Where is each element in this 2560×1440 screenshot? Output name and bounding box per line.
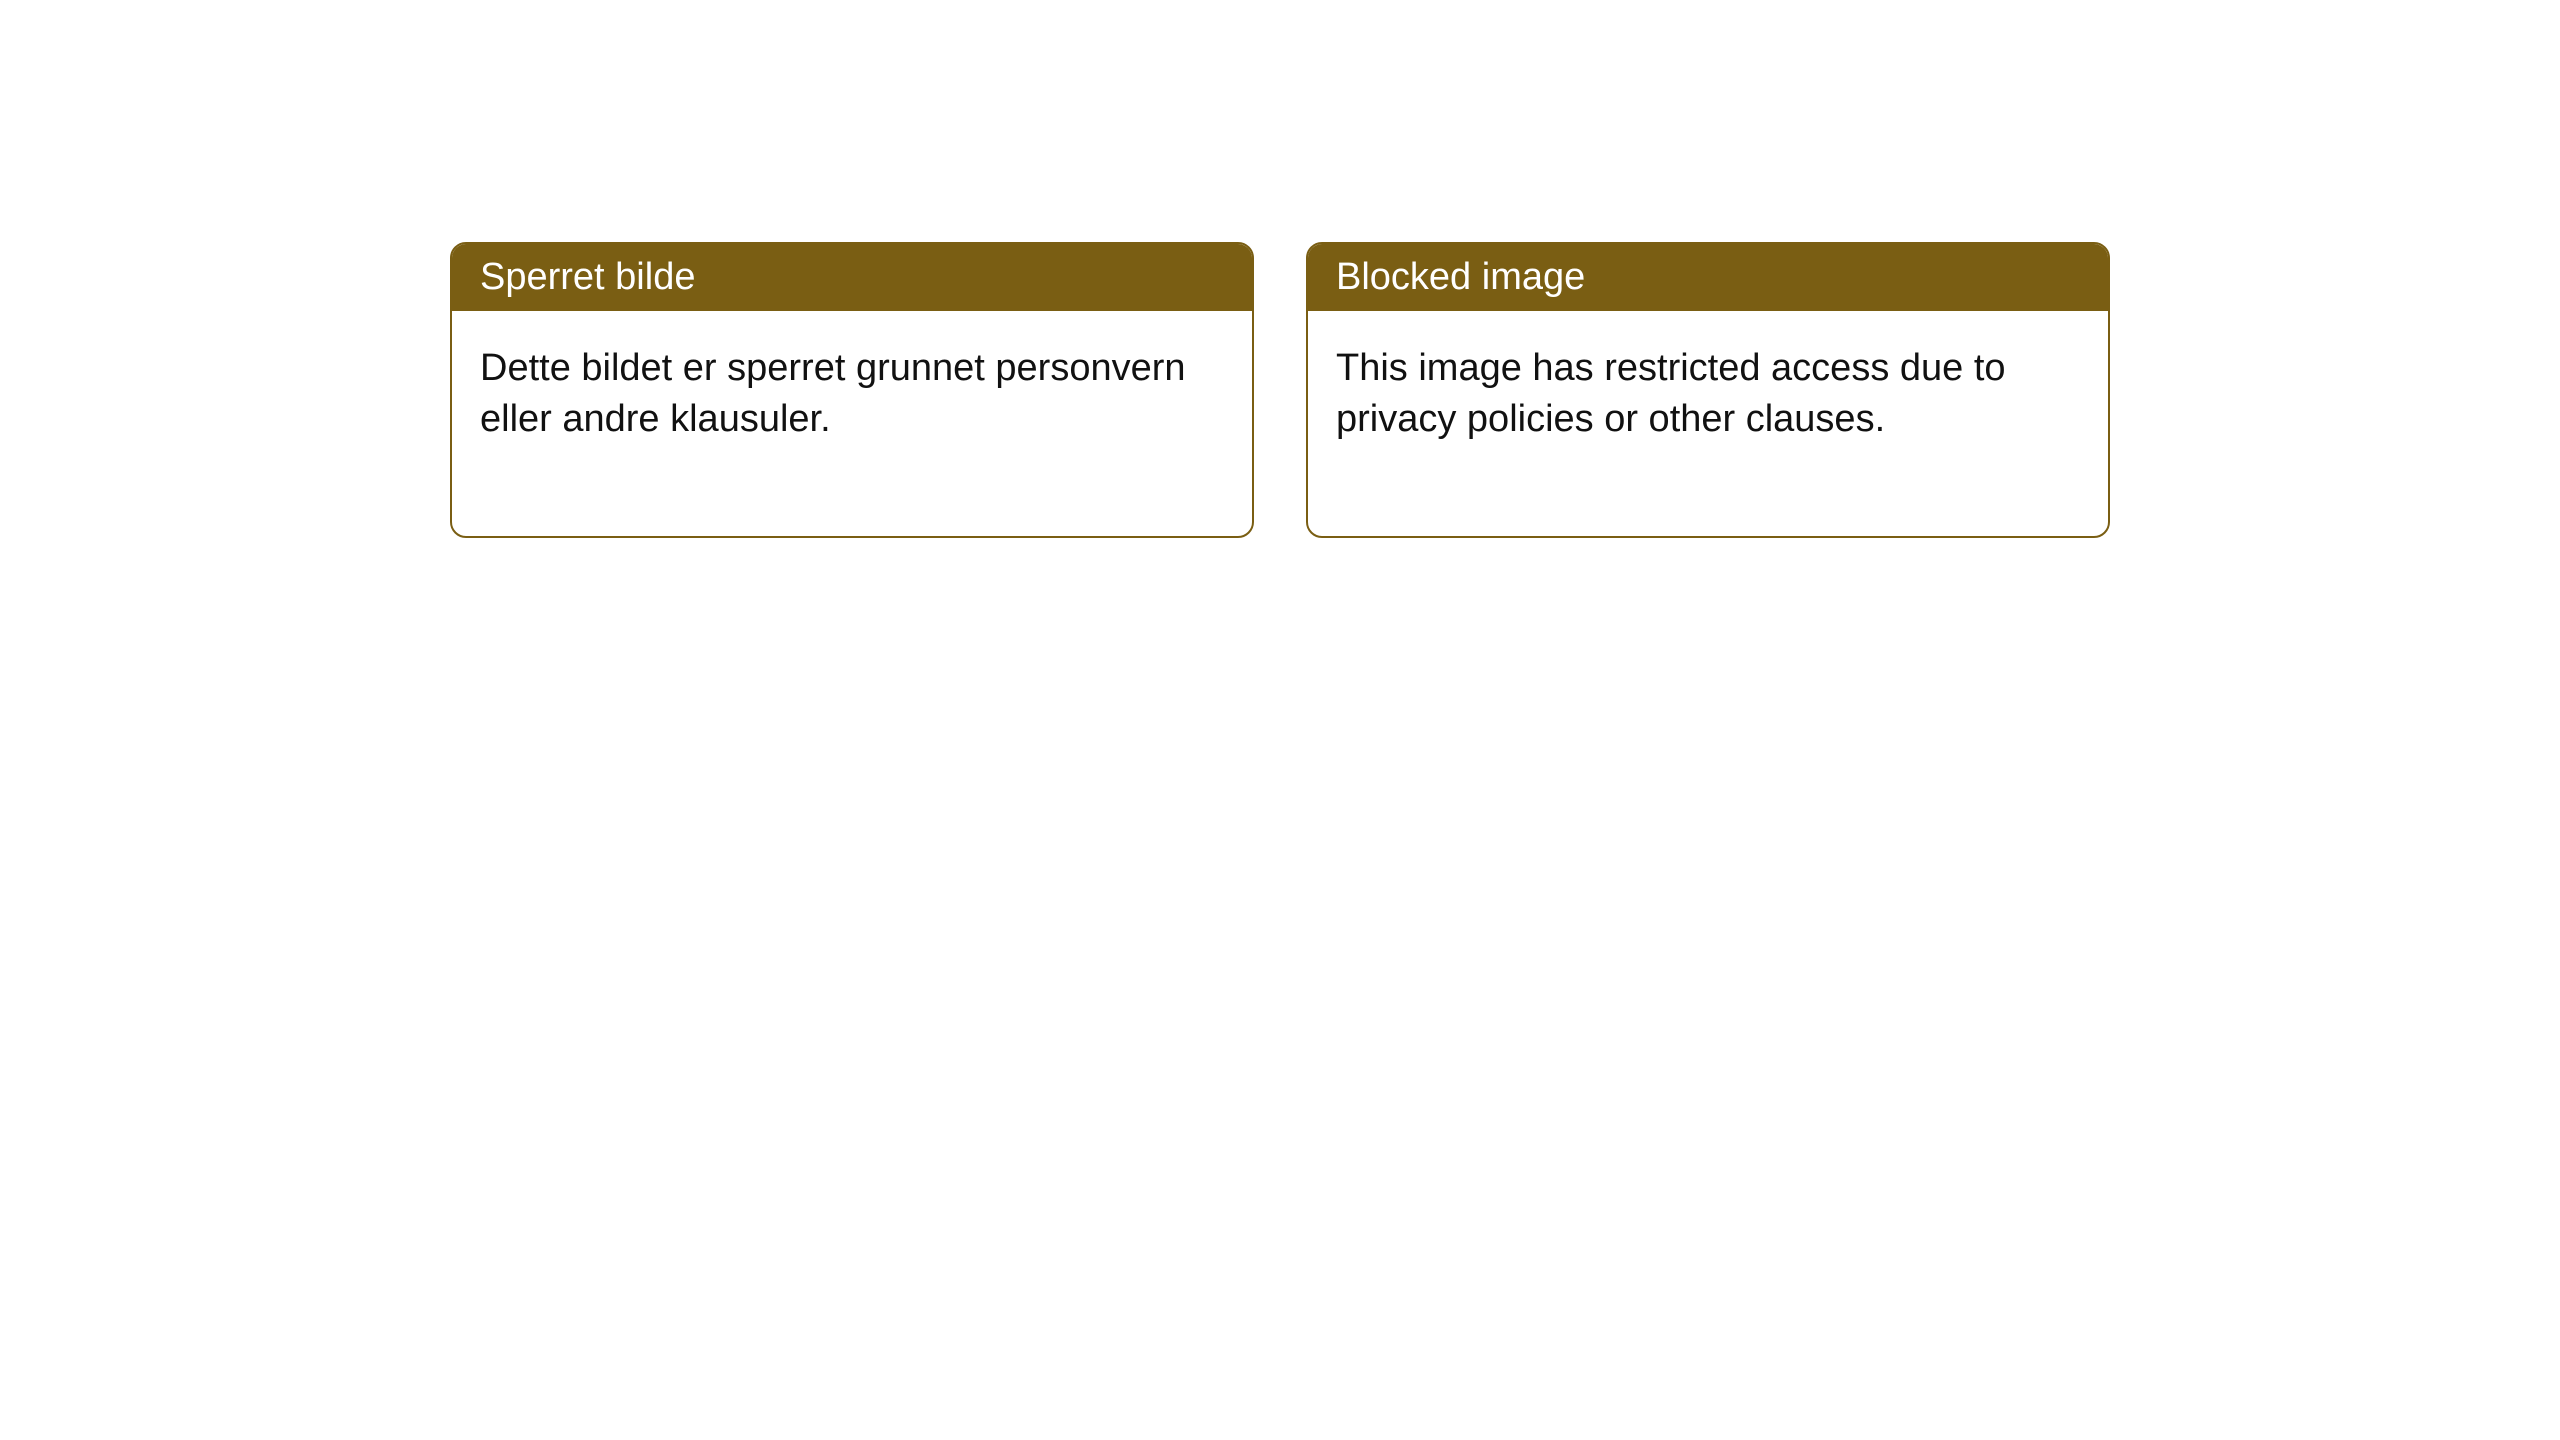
notice-body: Dette bildet er sperret grunnet personve… bbox=[452, 311, 1252, 536]
notice-header: Blocked image bbox=[1308, 244, 2108, 311]
notice-container: Sperret bilde Dette bildet er sperret gr… bbox=[450, 242, 2110, 538]
notice-body: This image has restricted access due to … bbox=[1308, 311, 2108, 536]
notice-card-norwegian: Sperret bilde Dette bildet er sperret gr… bbox=[450, 242, 1254, 538]
notice-header: Sperret bilde bbox=[452, 244, 1252, 311]
notice-card-english: Blocked image This image has restricted … bbox=[1306, 242, 2110, 538]
